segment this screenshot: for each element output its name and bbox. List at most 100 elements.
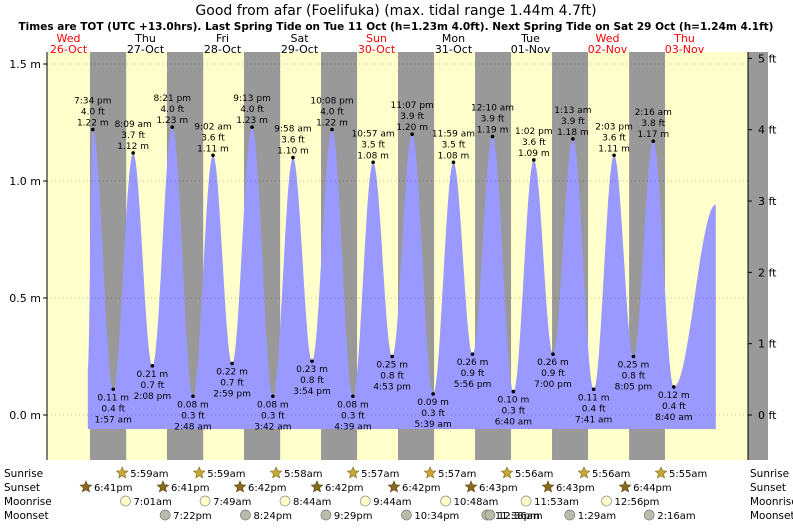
right-tick-label: 4 ft [758,124,777,137]
high-tide-feet: 4.0 ft [160,105,184,115]
tide-point [111,387,116,392]
sun-moon-rows: Sunrise Sunrise Sunset Sunset Moonrise Moonri… [4,466,793,522]
high-tide-metres: 1.09 m [518,149,550,159]
chart-subtitle: Times are TOT (UTC +13.0hrs). Last Sprin… [19,21,774,33]
moonrise-icon [120,495,131,507]
low-tide-feet: 0.3 ft [181,411,205,421]
high-tide-metres: 1.20 m [396,123,428,133]
high-tide-time: 11:07 pm [391,101,434,111]
left-tick-label: 0.5 m [9,292,41,305]
tide-point [351,394,355,399]
sunrise-icon [423,466,437,479]
night-band [748,52,768,460]
day-date: 27-Oct [127,43,165,56]
sunrise-icon [346,466,360,479]
tide-point [90,127,95,132]
day-name: Wed [57,32,81,45]
moonrise-icon [440,495,451,507]
high-tide-feet: 3.7 ft [121,131,145,141]
right-tick-label: 1 ft [758,338,777,351]
low-tide-feet: 0.3 ft [421,409,445,419]
day-date: 30-Oct [358,43,396,56]
right-tick-label: 5 ft [758,52,777,65]
low-tide-time: 5:56 pm [454,380,492,390]
moonrise-time: 7:49am [213,497,251,508]
moonset-time: 12:36am [498,511,543,522]
day-date: 26-Oct [50,43,88,56]
tide-point [250,125,254,129]
tide-point [470,352,475,356]
tide-point [230,361,234,366]
tide-point [612,153,616,158]
day-date: 29-Oct [281,43,319,56]
high-tide-metres: 1.23 m [156,116,188,126]
sunrise-time: 5:56am [592,469,630,480]
moonrise-time: 11:53am [534,497,579,508]
chart-title: Good from afar (Foelifuka) (max. tidal r… [195,3,596,19]
low-tide-time: 7:00 pm [534,380,572,390]
sunset-row-label-left: Sunset [4,482,40,494]
moonrise-icon [199,495,211,507]
day-name: Mon [442,32,465,45]
high-tide-feet: 3.9 ft [400,112,424,122]
sunset-icon [464,480,478,493]
sunrise-row-label-right: Sunrise [750,468,789,480]
moonset-icon [484,509,496,521]
moonset-icon [643,509,655,521]
low-tide-feet: 0.8 ft [380,372,404,382]
tide-point [651,139,656,144]
low-tide-feet: 0.4 ft [101,404,125,414]
low-tide-metres: 0.08 m [337,400,369,410]
sunrise-time: 5:58am [284,469,322,480]
moonrise-time: 9:44am [373,497,411,508]
low-tide-metres: 0.12 m [658,391,690,401]
sunrise-icon [269,466,283,479]
high-tide-feet: 4.0 ft [81,108,105,118]
low-tide-feet: 0.8 ft [300,376,324,386]
high-tide-feet: 4.0 ft [240,105,264,115]
low-tide-metres: 0.23 m [296,365,328,375]
sunset-icon [310,480,324,493]
moonset-time: 2:16am [657,511,695,522]
moonset-time: 8:24pm [253,511,292,522]
low-tide-metres: 0.08 m [177,400,209,410]
low-tide-time: 7:41 am [575,415,612,425]
high-tide-time: 8:09 am [114,120,151,130]
high-tide-metres: 1.11 m [197,144,229,154]
tide-point [191,394,195,399]
moonrise-time: 12:56pm [614,497,659,508]
day-date: 01-Nov [511,43,551,56]
sunrise-row-label-left: Sunrise [4,468,43,480]
moonrise-icon [279,495,291,507]
high-tide-time: 1:02 pm [515,127,553,137]
moonset-time: 9:29pm [334,511,373,522]
low-tide-feet: 0.7 ft [220,379,244,389]
sunset-time: 6:42pm [248,483,287,494]
high-tide-feet: 3.6 ft [281,136,305,146]
high-tide-time: 2:03 pm [595,122,633,132]
tide-curve [87,127,716,429]
grid-lines [47,63,748,416]
high-tide-time: 9:58 am [274,125,311,135]
moonrise-icon [359,495,371,507]
right-tick-label: 2 ft [758,266,777,279]
left-tick-label: 1.5 m [9,58,41,71]
sunrise-icon [577,466,591,479]
high-tide-metres: 1.22 m [316,119,348,129]
sunrise-icon [654,466,668,479]
sunrise-icon [500,466,514,479]
low-tide-feet: 0.3 ft [502,407,526,417]
low-tide-metres: 0.26 m [537,358,569,368]
low-tide-feet: 0.3 ft [341,411,365,421]
sunset-time: 6:42pm [325,483,364,494]
low-tide-time: 3:42 am [254,422,291,432]
high-tide-feet: 3.9 ft [481,115,505,125]
moonset-row-label-right: Moonset [750,510,793,522]
low-tide-time: 4:53 pm [373,383,411,393]
low-tide-metres: 0.11 m [578,393,610,403]
sunset-icon [541,480,555,493]
day-date: 02-Nov [588,43,628,56]
day-name: Sat [290,32,309,45]
axes: 0.0 m 0.5 m 1.0 m 1.5 m 0 ft 1 ft 2 ft 3 ft 4 ft… [9,52,777,460]
